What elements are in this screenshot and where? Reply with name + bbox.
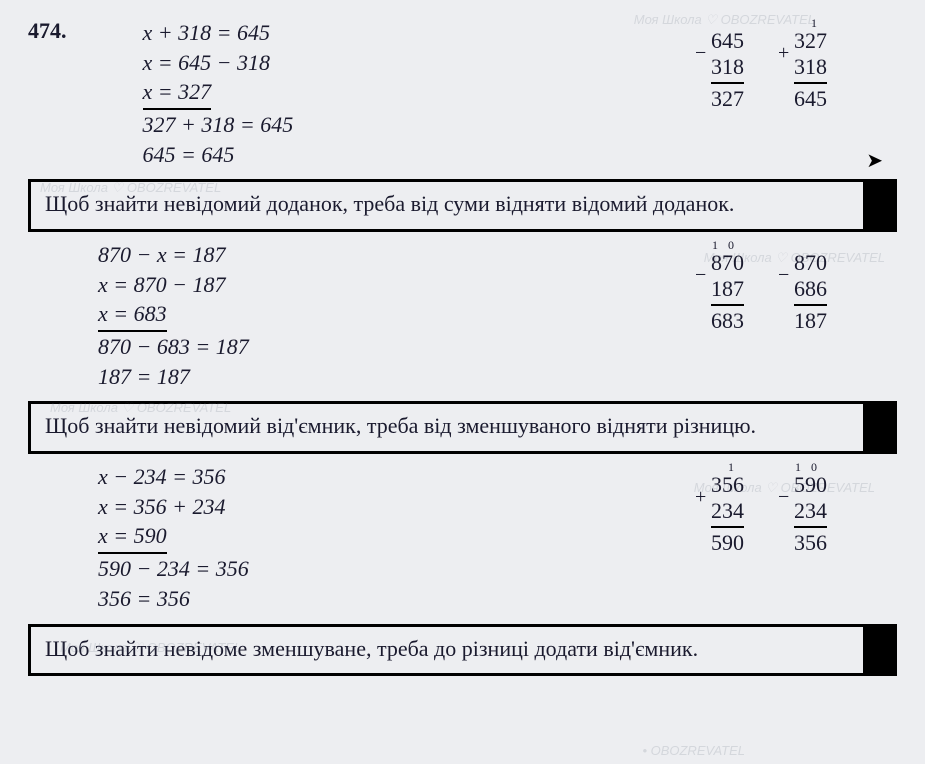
minus-sign: − [695,264,706,287]
eq-line: x − 234 = 356 [98,462,249,492]
columnar-sub: 10 −590 234 356 [794,462,827,556]
col-sec: 187 [711,276,744,306]
carry-row [794,240,827,250]
columnar-sub: −645 318 327 [711,18,744,112]
section-2: 870 − x = 187 x = 870 − 187 x = 683 870 … [28,240,897,391]
watermark: • OBOZREVATEL [642,743,745,758]
rule-box-3: Щоб знайти невідоме зменшуване, треба до… [28,624,897,677]
columnar-sub: 10 −870 187 683 [711,240,744,334]
col-top: 645 [711,28,744,53]
eq-line: 327 + 318 = 645 [143,110,294,140]
equations-block-2: 870 − x = 187 x = 870 − 187 x = 683 870 … [28,240,249,391]
col-sec: 686 [794,276,827,306]
eq-line: x = 870 − 187 [98,270,249,300]
col-res: 356 [794,528,827,556]
minus-sign: − [695,42,706,65]
col-sec: 234 [794,498,827,528]
minus-sign: − [778,486,789,509]
col-top: 870 [794,250,827,275]
section-1: 474. x + 318 = 645 x = 645 − 318 x = 327… [28,18,897,169]
carry-row: 1 [711,462,744,472]
columnar-sub: −870 686 187 [794,240,827,334]
plus-sign: + [778,42,789,65]
plus-sign: + [695,486,706,509]
rule-box-1: Щоб знайти невідомий доданок, треба від … [28,179,897,232]
rule-box-2: Щоб знайти невідомий від'ємник, треба ві… [28,401,897,454]
columnar-group-1: −645 318 327 1 +327 318 645 [711,18,827,112]
section-3: x − 234 = 356 x = 356 + 234 x = 590 590 … [28,462,897,613]
carry-row: 10 [794,462,827,472]
col-top: 327 [794,28,827,53]
columnar-group-3: 1 +356 234 590 10 −590 234 356 [711,462,827,556]
eq-line-result: x = 683 [98,299,167,332]
col-top: 870 [711,250,744,275]
col-res: 645 [794,84,827,112]
col-res: 187 [794,306,827,334]
col-top: 356 [711,472,744,497]
columnar-add: 1 +356 234 590 [711,462,744,556]
eq-line: 645 = 645 [143,140,294,170]
col-sec: 318 [794,54,827,84]
eq-line: 870 − 683 = 187 [98,332,249,362]
col-res: 327 [711,84,744,112]
eq-line: 187 = 187 [98,362,249,392]
col-top: 590 [794,472,827,497]
minus-sign: − [778,264,789,287]
eq-line: 356 = 356 [98,584,249,614]
equations-block-3: x − 234 = 356 x = 356 + 234 x = 590 590 … [28,462,249,613]
carry-row [711,18,744,28]
carry-row: 1 [794,18,827,28]
eq-line: 590 − 234 = 356 [98,554,249,584]
equations-block-1: x + 318 = 645 x = 645 − 318 x = 327 327 … [73,18,294,169]
eq-line: x = 356 + 234 [98,492,249,522]
col-sec: 234 [711,498,744,528]
col-sec: 318 [711,54,744,84]
problem-number: 474. [28,18,67,44]
eq-line-result: x = 590 [98,521,167,554]
col-res: 590 [711,528,744,556]
col-res: 683 [711,306,744,334]
carry-row: 10 [711,240,744,250]
eq-line: 870 − x = 187 [98,240,249,270]
columnar-add: 1 +327 318 645 [794,18,827,112]
eq-line: x + 318 = 645 [143,18,294,48]
eq-line: x = 645 − 318 [143,48,294,78]
eq-line-result: x = 327 [143,77,212,110]
columnar-group-2: 10 −870 187 683 −870 686 187 [711,240,827,334]
